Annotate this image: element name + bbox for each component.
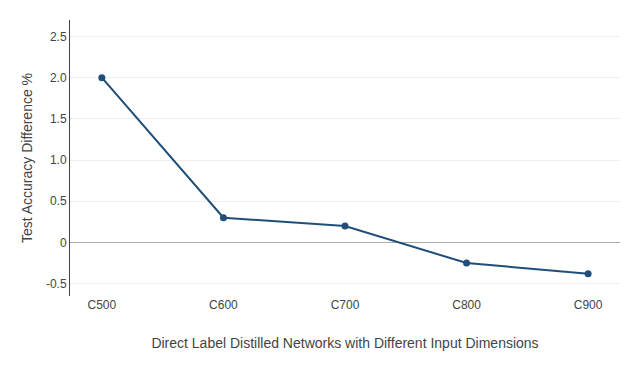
svg-text:2.0: 2.0 bbox=[50, 71, 67, 85]
svg-text:0.5: 0.5 bbox=[50, 194, 67, 208]
svg-text:1.5: 1.5 bbox=[50, 112, 67, 126]
svg-text:Test Accuracy Difference %: Test Accuracy Difference % bbox=[19, 73, 35, 243]
svg-text:Direct Label Distilled Network: Direct Label Distilled Networks with Dif… bbox=[151, 335, 538, 351]
svg-text:-0.5: -0.5 bbox=[46, 277, 67, 291]
svg-text:C500: C500 bbox=[88, 298, 117, 312]
svg-text:C600: C600 bbox=[209, 298, 238, 312]
svg-text:C800: C800 bbox=[452, 298, 481, 312]
svg-text:C900: C900 bbox=[574, 298, 603, 312]
svg-text:1.0: 1.0 bbox=[50, 153, 67, 167]
svg-text:2.5: 2.5 bbox=[50, 30, 67, 44]
svg-text:0: 0 bbox=[60, 236, 67, 250]
svg-text:C700: C700 bbox=[331, 298, 360, 312]
